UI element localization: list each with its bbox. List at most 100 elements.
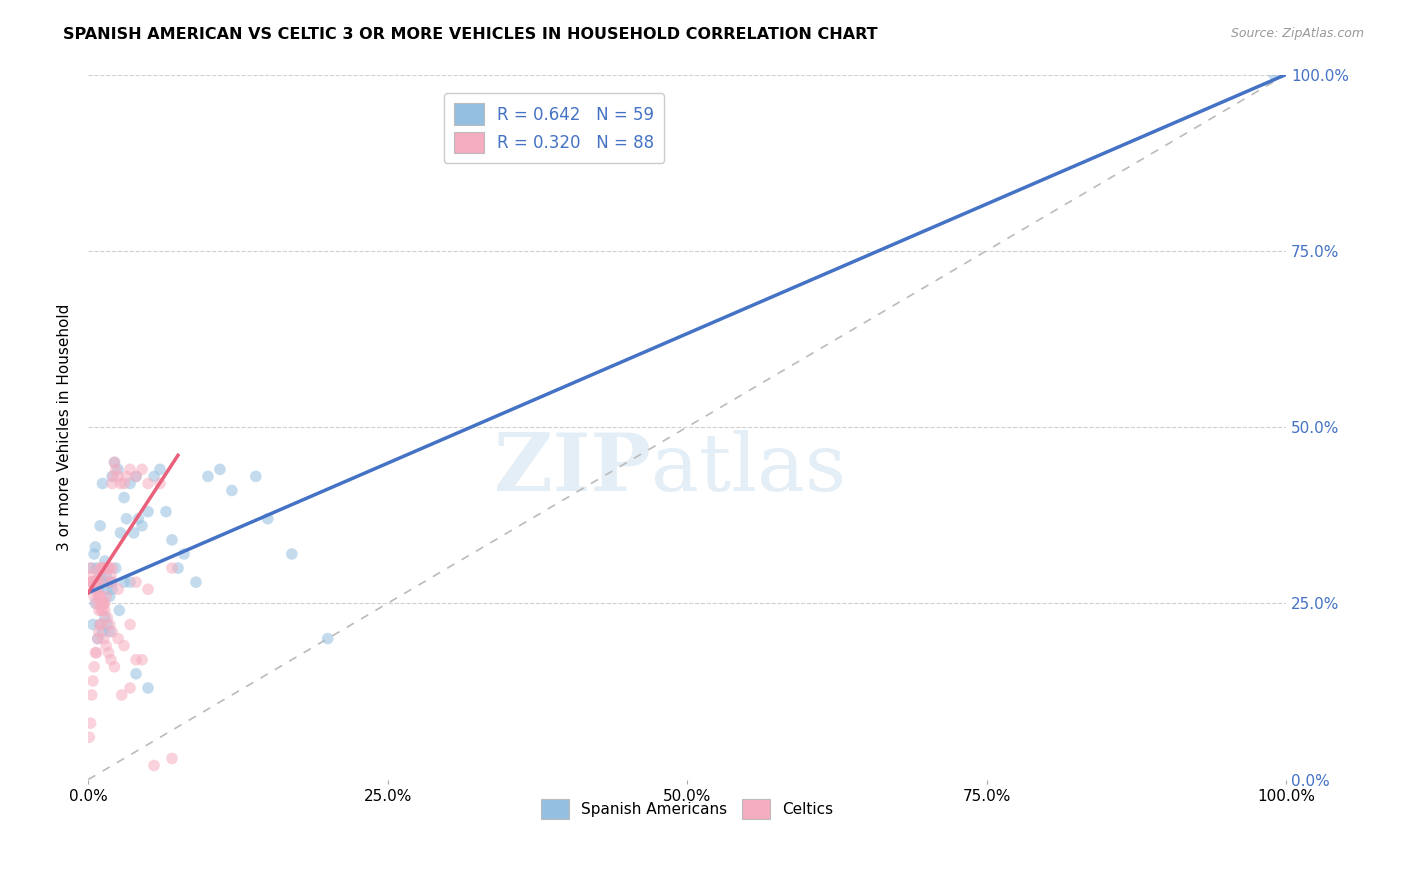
Point [104, 561, 127, 575]
Point [125, 469, 148, 483]
Point [107, 582, 129, 597]
Point [94, 596, 117, 610]
Point [127, 512, 149, 526]
Point [136, 505, 159, 519]
Point [103, 455, 125, 469]
Point [79, 561, 101, 575]
Point [108, 603, 131, 617]
Point [84, 646, 107, 660]
Point [160, 533, 183, 547]
Point [103, 660, 125, 674]
Text: ZIP: ZIP [494, 430, 651, 508]
Y-axis label: 3 or more Vehicles in Household: 3 or more Vehicles in Household [58, 303, 72, 550]
Legend: Spanish Americans, Celtics: Spanish Americans, Celtics [534, 793, 839, 825]
Point [91, 476, 114, 491]
Point [125, 653, 148, 667]
Point [87, 575, 110, 590]
Point [91, 624, 114, 639]
Point [90, 603, 112, 617]
Point [160, 751, 183, 765]
Point [94, 639, 117, 653]
Point [94, 603, 117, 617]
Point [86, 582, 108, 597]
Point [94, 610, 117, 624]
Point [86, 561, 108, 575]
Point [125, 575, 148, 590]
Point [120, 681, 142, 695]
Point [103, 455, 125, 469]
Point [82, 617, 104, 632]
Point [112, 639, 135, 653]
Point [84, 582, 107, 597]
Point [101, 561, 124, 575]
Point [100, 568, 122, 582]
Point [96, 617, 118, 632]
Point [97, 561, 120, 575]
Point [160, 561, 183, 575]
Point [131, 653, 153, 667]
Point [94, 568, 117, 582]
Point [80, 575, 103, 590]
Point [80, 561, 103, 575]
Point [110, 525, 132, 540]
Text: Source: ZipAtlas.com: Source: ZipAtlas.com [1230, 27, 1364, 40]
Point [112, 491, 135, 505]
Point [91, 603, 114, 617]
Point [96, 582, 118, 597]
Point [120, 617, 142, 632]
Point [83, 589, 105, 603]
Point [84, 575, 107, 590]
Point [79, 731, 101, 745]
Point [281, 547, 304, 561]
Point [197, 469, 219, 483]
Point [149, 462, 172, 476]
Point [82, 575, 104, 590]
Point [122, 525, 145, 540]
Point [84, 596, 107, 610]
Point [86, 596, 108, 610]
Point [107, 462, 129, 476]
Point [103, 469, 125, 483]
Point [256, 512, 278, 526]
Point [87, 632, 110, 646]
Point [93, 561, 115, 575]
Point [86, 646, 108, 660]
Point [94, 561, 117, 575]
Point [101, 624, 124, 639]
Point [143, 469, 166, 483]
Point [316, 632, 339, 646]
Text: atlas: atlas [651, 430, 846, 508]
Point [107, 469, 129, 483]
Point [89, 561, 111, 575]
Point [104, 462, 127, 476]
Point [89, 589, 111, 603]
Point [91, 561, 114, 575]
Point [93, 561, 115, 575]
Point [208, 462, 231, 476]
Point [89, 617, 111, 632]
Point [120, 575, 142, 590]
Point [101, 476, 124, 491]
Point [245, 469, 267, 483]
Point [115, 469, 138, 483]
Point [94, 589, 117, 603]
Point [120, 476, 142, 491]
Point [167, 561, 190, 575]
Point [98, 561, 121, 575]
Point [90, 617, 112, 632]
Point [91, 596, 114, 610]
Point [82, 575, 104, 590]
Point [101, 582, 124, 597]
Point [136, 681, 159, 695]
Point [96, 561, 118, 575]
Point [82, 673, 104, 688]
Point [94, 575, 117, 590]
Point [101, 575, 124, 590]
Point [80, 575, 103, 590]
Point [87, 632, 110, 646]
Point [143, 758, 166, 772]
Point [87, 575, 110, 590]
Point [136, 582, 159, 597]
Point [86, 575, 108, 590]
Point [101, 575, 124, 590]
